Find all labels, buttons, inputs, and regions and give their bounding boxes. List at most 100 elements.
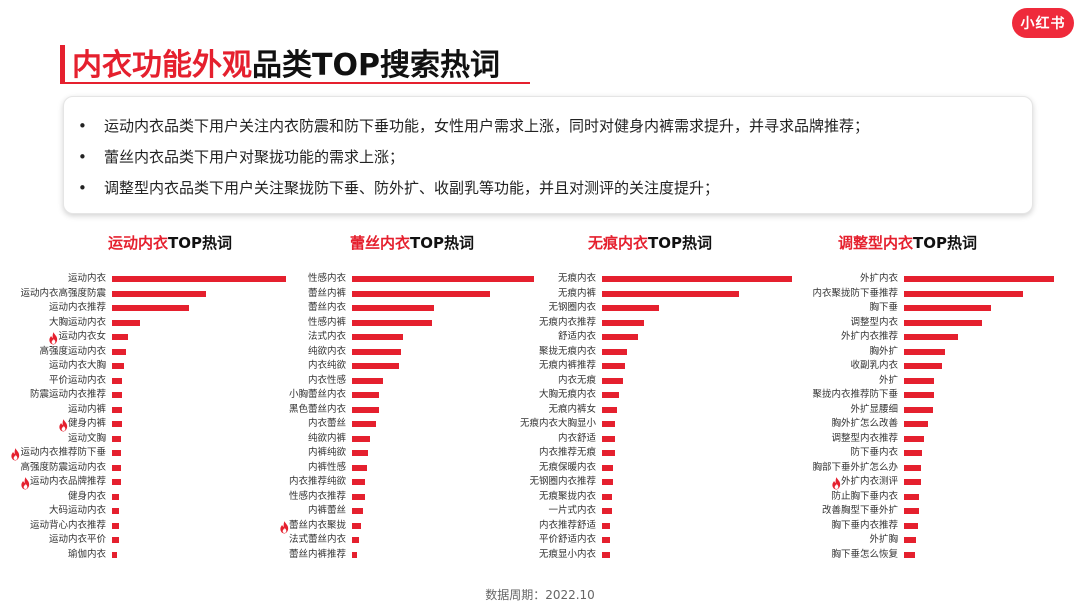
summary-text: 运动内衣品类下用户关注内衣防震和防下垂功能，女性用户需求上涨，同时对健身内裤需求… (104, 117, 870, 135)
bar-row: 外扩胸 (792, 533, 1054, 548)
bar-label: 外扩显腰细 (850, 403, 898, 415)
bar-label: 瑜伽内衣 (67, 548, 106, 560)
bar-label: 运动内衣 (67, 273, 106, 284)
bar-row: 法式内衣 (240, 330, 534, 345)
bar-row: 外扩内衣推荐 (792, 330, 1054, 345)
bar-row: 运动内衣高强度防震 (0, 287, 286, 302)
bar-label: 胸外扩怎么改善 (831, 418, 898, 429)
bar (904, 450, 922, 456)
bar (352, 363, 400, 369)
bar-row: 运动内衣大胸 (0, 359, 286, 374)
bar-label: 无痕显小内衣 (538, 548, 596, 560)
bar-row: 胸下垂怎么恢复 (792, 548, 1054, 563)
bar-row: 内衣舒适 (490, 432, 792, 447)
page-title: 内衣功能外观品类TOP搜索热词 (66, 40, 500, 84)
title-underline (60, 82, 530, 84)
bar-row: 内衣无痕 (490, 374, 792, 389)
bar-row: 法式蕾丝内衣 (240, 533, 534, 548)
bar-row: 调整型内衣推荐 (792, 432, 1054, 447)
bar (904, 508, 919, 514)
bar-label: 舒适内衣 (557, 331, 596, 342)
bar-label: 运动内衣平价 (48, 534, 106, 545)
bar (352, 406, 380, 413)
bar (112, 537, 119, 543)
bar (112, 334, 128, 340)
bar (904, 334, 958, 340)
bar-row: 平价运动内衣 (0, 374, 286, 389)
chart-title-rest: TOP热词 (168, 234, 232, 252)
bar (904, 522, 918, 529)
bar (352, 435, 371, 442)
bar-label: 无痕内裤 (557, 287, 596, 299)
bar (602, 435, 616, 442)
bar-label: 蕾丝内衣 (307, 302, 346, 313)
bar-row: 无痕内衣推荐 (490, 316, 792, 331)
summary-item: • 蕾丝内衣品类下用户对聚拢功能的需求上涨； (78, 142, 1032, 173)
bar (112, 450, 121, 456)
bar-row: 无痕内裤 (490, 287, 792, 302)
bar (904, 363, 942, 369)
bar (352, 421, 376, 427)
bar-row: 大胸无痕内衣 (490, 388, 792, 403)
bar-label: 运动内衣品牌推荐 (29, 476, 106, 487)
bar-row: 内衣推荐纯欲 (240, 475, 534, 490)
bar (602, 305, 659, 311)
bar-row: 胸外扩 (792, 345, 1054, 360)
bar (602, 276, 792, 282)
bar (904, 348, 945, 355)
bar-row: 无钢圈内衣 (490, 301, 792, 316)
bar-label: 大码运动内衣 (48, 505, 106, 516)
bar-label: 运动文胸 (67, 432, 106, 444)
bar (602, 450, 616, 456)
bar-label: 高强度运动内衣 (39, 345, 106, 357)
bar-row: 内裤蕾丝 (240, 504, 534, 519)
bar-label: 大胸运动内衣 (48, 316, 106, 328)
bar-row: 蕾丝内衣聚拢 (240, 519, 534, 534)
bar-label: 法式蕾丝内衣 (288, 534, 346, 545)
chart-title-highlight: 蕾丝内衣 (350, 234, 411, 252)
bar-row: 运动内衣平价 (0, 533, 286, 548)
bar (352, 551, 358, 558)
bar-label: 外扩内衣 (859, 273, 898, 284)
bar-label: 调整型内衣 (850, 316, 898, 328)
bar (112, 493, 119, 500)
bar (602, 464, 614, 471)
fire-icon (279, 519, 290, 533)
bar (352, 537, 360, 543)
bar-label: 纯欲内衣 (307, 345, 346, 357)
bar (602, 493, 612, 500)
bar (904, 551, 915, 558)
bar-row: 防下垂内衣 (792, 446, 1054, 461)
bar-row: 运动背心内衣推荐 (0, 519, 286, 534)
bar-row: 黑色蕾丝内衣 (240, 403, 534, 418)
bar-row: 改善胸型下垂外扩 (792, 504, 1054, 519)
bar-row: 平价舒适内衣 (490, 533, 792, 548)
bar-row: 运动内衣推荐防下垂 (0, 446, 286, 461)
bar (904, 377, 934, 384)
bar-row: 运动文胸 (0, 432, 286, 447)
bar-label: 平价运动内衣 (48, 374, 106, 386)
bar-label: 调整型内衣推荐 (831, 432, 898, 444)
bar-label: 改善胸型下垂外扩 (821, 505, 898, 516)
bar-row: 胸外扩怎么改善 (792, 417, 1054, 432)
bar-label: 内衣纯欲 (307, 360, 346, 371)
bullet-icon: • (78, 179, 87, 197)
bar-row: 高强度运动内衣 (0, 345, 286, 360)
bar-row: 大码运动内衣 (0, 504, 286, 519)
fire-icon (48, 330, 59, 345)
bar (904, 392, 934, 398)
bar-row: 舒适内衣 (490, 330, 792, 345)
bar (904, 464, 921, 471)
bar-label: 外扩胸 (869, 534, 898, 545)
bar-row: 蕾丝内裤推荐 (240, 548, 534, 563)
chart-title-rest: TOP热词 (913, 234, 977, 252)
bar-label: 防震运动内衣推荐 (29, 389, 106, 400)
bar (112, 290, 206, 297)
bar (352, 522, 362, 529)
bar-label: 胸下垂 (869, 302, 898, 313)
bar-label: 黑色蕾丝内衣 (288, 403, 346, 415)
bar-label: 无钢圈内衣推荐 (529, 476, 596, 487)
bar-label: 性感内裤 (307, 316, 346, 328)
bar-row: 运动内衣女 (0, 330, 286, 345)
bar-label: 运动内裤 (67, 403, 106, 415)
